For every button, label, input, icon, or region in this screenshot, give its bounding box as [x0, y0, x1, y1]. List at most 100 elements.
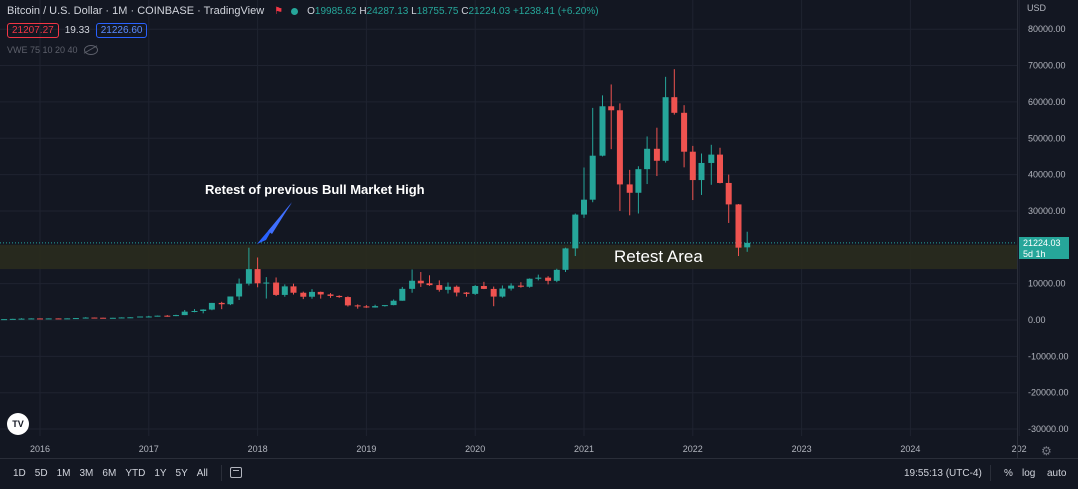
flag-icon[interactable]: ⚑ [274, 5, 284, 17]
buy-price-button[interactable]: 21226.60 [95, 23, 148, 38]
x-tick-label: 2016 [30, 444, 50, 454]
candle-body [508, 285, 515, 289]
candle-body [300, 292, 307, 297]
candle-body [399, 288, 406, 301]
price-axis[interactable] [1017, 0, 1078, 458]
timeframe-button-6m[interactable]: 6M [102, 468, 117, 479]
candle-body [390, 300, 397, 306]
candle-body [200, 309, 207, 311]
candle-body [453, 286, 460, 293]
timeframe-button-1y[interactable]: 1Y [154, 468, 167, 479]
tradingview-logo-icon[interactable]: TV [7, 413, 29, 435]
symbol-header: Bitcoin / U.S. Dollar · 1M · COINBASE · … [7, 5, 599, 17]
candle-body [64, 318, 71, 320]
indicator-label[interactable]: VWE 75 10 20 40 [7, 45, 78, 55]
candle-body [409, 280, 416, 289]
y-tick-label: 30000.00 [1028, 206, 1066, 216]
candle-body [100, 317, 107, 319]
y-tick-label: -10000.00 [1028, 351, 1069, 361]
countdown-value: 5d 1h [1023, 249, 1046, 259]
candle-body [526, 278, 533, 287]
candle-body [354, 305, 361, 307]
timeframe-button-5y[interactable]: 5Y [175, 468, 188, 479]
candle-body [463, 292, 470, 294]
candle-body [1, 319, 8, 321]
candle-body [154, 315, 161, 317]
arrow-annotation [257, 202, 292, 244]
retest-area-label: Retest Area [614, 247, 703, 266]
y-tick-label: 80000.00 [1028, 24, 1066, 34]
candle-body [653, 148, 660, 161]
candle-body [173, 315, 179, 317]
x-tick-label: 2018 [248, 444, 268, 454]
indicator-row[interactable]: VWE 75 10 20 40 [7, 45, 98, 55]
candle-body [281, 286, 288, 295]
candle-body [545, 277, 552, 281]
candle-body [735, 204, 742, 248]
candle-body [363, 306, 370, 308]
sell-price-button[interactable]: 21207.27 [7, 23, 59, 38]
candle-body [490, 288, 497, 297]
clock-value[interactable]: 19:55:13 (UTC-4) [904, 468, 982, 479]
candle-body [118, 317, 125, 319]
candle-body [644, 148, 651, 170]
y-tick-label: 70000.00 [1028, 61, 1066, 71]
candle-body [218, 302, 225, 305]
auto-scale-button[interactable]: auto [1047, 468, 1067, 479]
hide-eye-icon[interactable] [83, 45, 98, 55]
x-tick-label: 2024 [900, 444, 920, 454]
candle-body [480, 286, 487, 289]
timeframe-button-1m[interactable]: 1M [56, 468, 71, 479]
candle-body [254, 269, 261, 284]
arrow-highlight [268, 202, 292, 234]
candle-body [37, 318, 43, 320]
y-tick-label: 40000.00 [1028, 170, 1066, 180]
candle-body [662, 97, 669, 161]
candle-body [472, 286, 479, 294]
calendar-icon[interactable] [230, 467, 242, 478]
change-value: +1238.41 (+6.20%) [512, 5, 599, 17]
timeframe-button-5d[interactable]: 5D [34, 468, 48, 479]
percent-scale-button[interactable]: % [1004, 468, 1013, 479]
candle-body [426, 283, 433, 286]
candle-body [608, 106, 615, 111]
candles [1, 69, 751, 321]
timeframe-button-3m[interactable]: 3M [79, 468, 94, 479]
candle-body [290, 286, 297, 293]
price-chart[interactable]: 80000.00 70000.00 60000.00 50000.00 40000.00… [0, 0, 1078, 458]
quote-row: 21207.27 19.33 21226.60 [7, 23, 148, 38]
candle-body [499, 288, 506, 297]
gear-icon[interactable]: ⚙ [1041, 444, 1052, 458]
timeframe-button-all[interactable]: All [196, 468, 208, 479]
bull-high-annotation: Retest of previous Bull Market High [205, 182, 425, 197]
candle-body [273, 282, 280, 295]
candle-body [91, 317, 98, 319]
candle-body [181, 311, 188, 316]
last-price-tag: 21224.03 5d 1h [1019, 237, 1069, 259]
x-tick-label: 2019 [356, 444, 376, 454]
candle-body [725, 182, 732, 205]
candle-body [245, 269, 252, 284]
candle-body [553, 269, 560, 281]
timeframe-buttons: 1D 5D 1M 3M 6M YTD 1Y 5Y All [13, 468, 217, 479]
candle-body [127, 317, 134, 319]
y-tick-label: -20000.00 [1028, 388, 1069, 398]
timeframe-button-ytd[interactable]: YTD [125, 468, 146, 479]
currency-label[interactable]: USD [1027, 3, 1047, 13]
x-axis-ticks: 2016 2017 2018 2019 2020 2021 2022 2023 2024 202 [30, 444, 1027, 454]
candle-body [344, 297, 351, 306]
last-price-value: 21224.03 [1023, 238, 1061, 248]
candle-body [109, 317, 116, 319]
x-tick-label: 202 [1012, 444, 1027, 454]
candle-body [72, 318, 79, 320]
x-tick-label: 2021 [574, 444, 594, 454]
log-scale-button[interactable]: log [1022, 468, 1036, 479]
symbol-title[interactable]: Bitcoin / U.S. Dollar · 1M · COINBASE · … [7, 5, 265, 17]
bottom-toolbar: 1D 5D 1M 3M 6M YTD 1Y 5Y All 19:55:13 (UTC-4) % … [0, 458, 1078, 489]
candle-body [535, 277, 542, 279]
timeframe-button-1d[interactable]: 1D [13, 468, 26, 479]
candle-body [635, 169, 642, 193]
y-tick-label: 10000.00 [1028, 279, 1066, 289]
candle-body [671, 97, 678, 113]
